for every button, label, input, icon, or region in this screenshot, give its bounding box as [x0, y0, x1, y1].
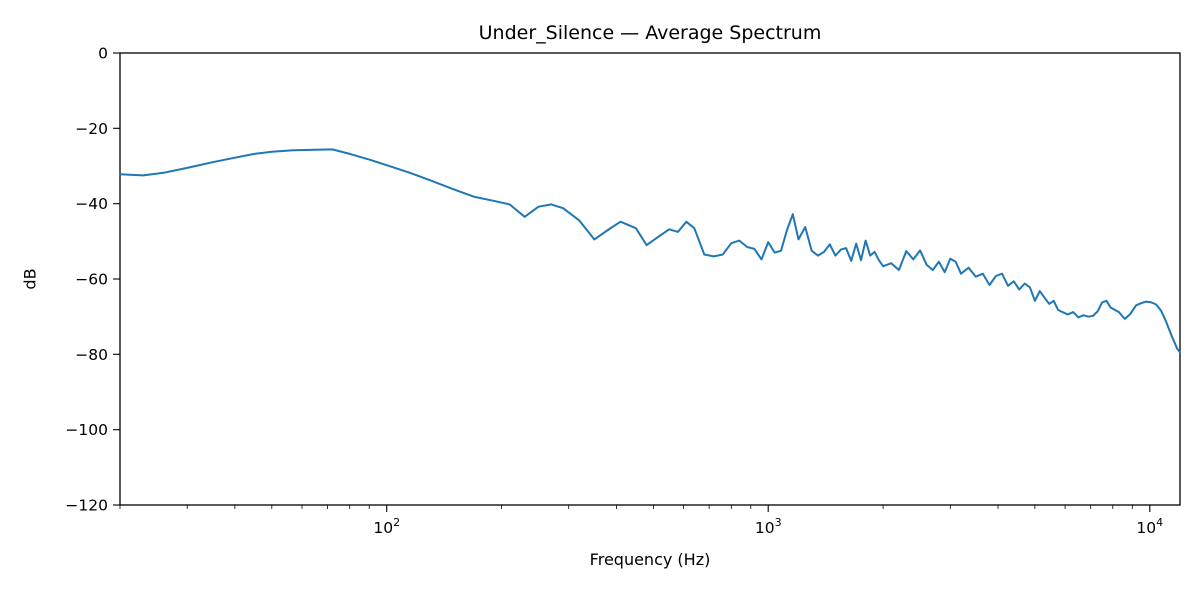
x-axis-label: Frequency (Hz) [589, 550, 711, 569]
chart-title: Under_Silence — Average Spectrum [478, 22, 822, 44]
y-tick-label: −80 [75, 346, 108, 364]
y-tick-label: −20 [75, 120, 108, 138]
x-tick-label: 102 [373, 516, 400, 537]
y-tick-label: −100 [65, 421, 108, 439]
spectrum-line [119, 148, 1181, 354]
plot-frame [119, 52, 1181, 506]
y-tick-label: −120 [65, 497, 108, 515]
x-tick-label: 103 [755, 516, 782, 537]
y-tick-label: −60 [75, 271, 108, 289]
y-tick-label: 0 [98, 45, 108, 63]
x-tick-label: 104 [1136, 516, 1163, 537]
y-tick-label: −40 [75, 195, 108, 213]
